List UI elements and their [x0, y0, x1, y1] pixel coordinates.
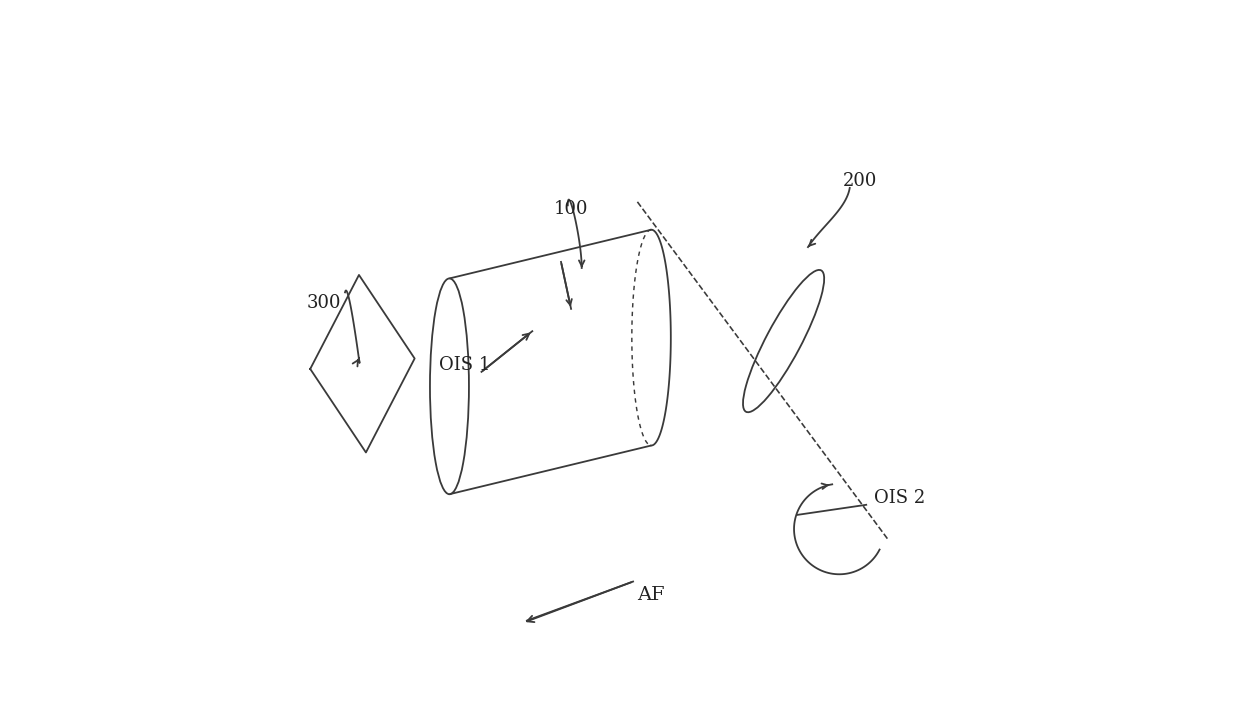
Text: 300: 300: [306, 294, 341, 312]
Text: AF: AF: [637, 586, 665, 604]
Text: OIS 1: OIS 1: [439, 356, 490, 374]
Text: 100: 100: [554, 200, 588, 218]
Text: OIS 2: OIS 2: [874, 488, 925, 507]
Text: 200: 200: [843, 172, 877, 190]
